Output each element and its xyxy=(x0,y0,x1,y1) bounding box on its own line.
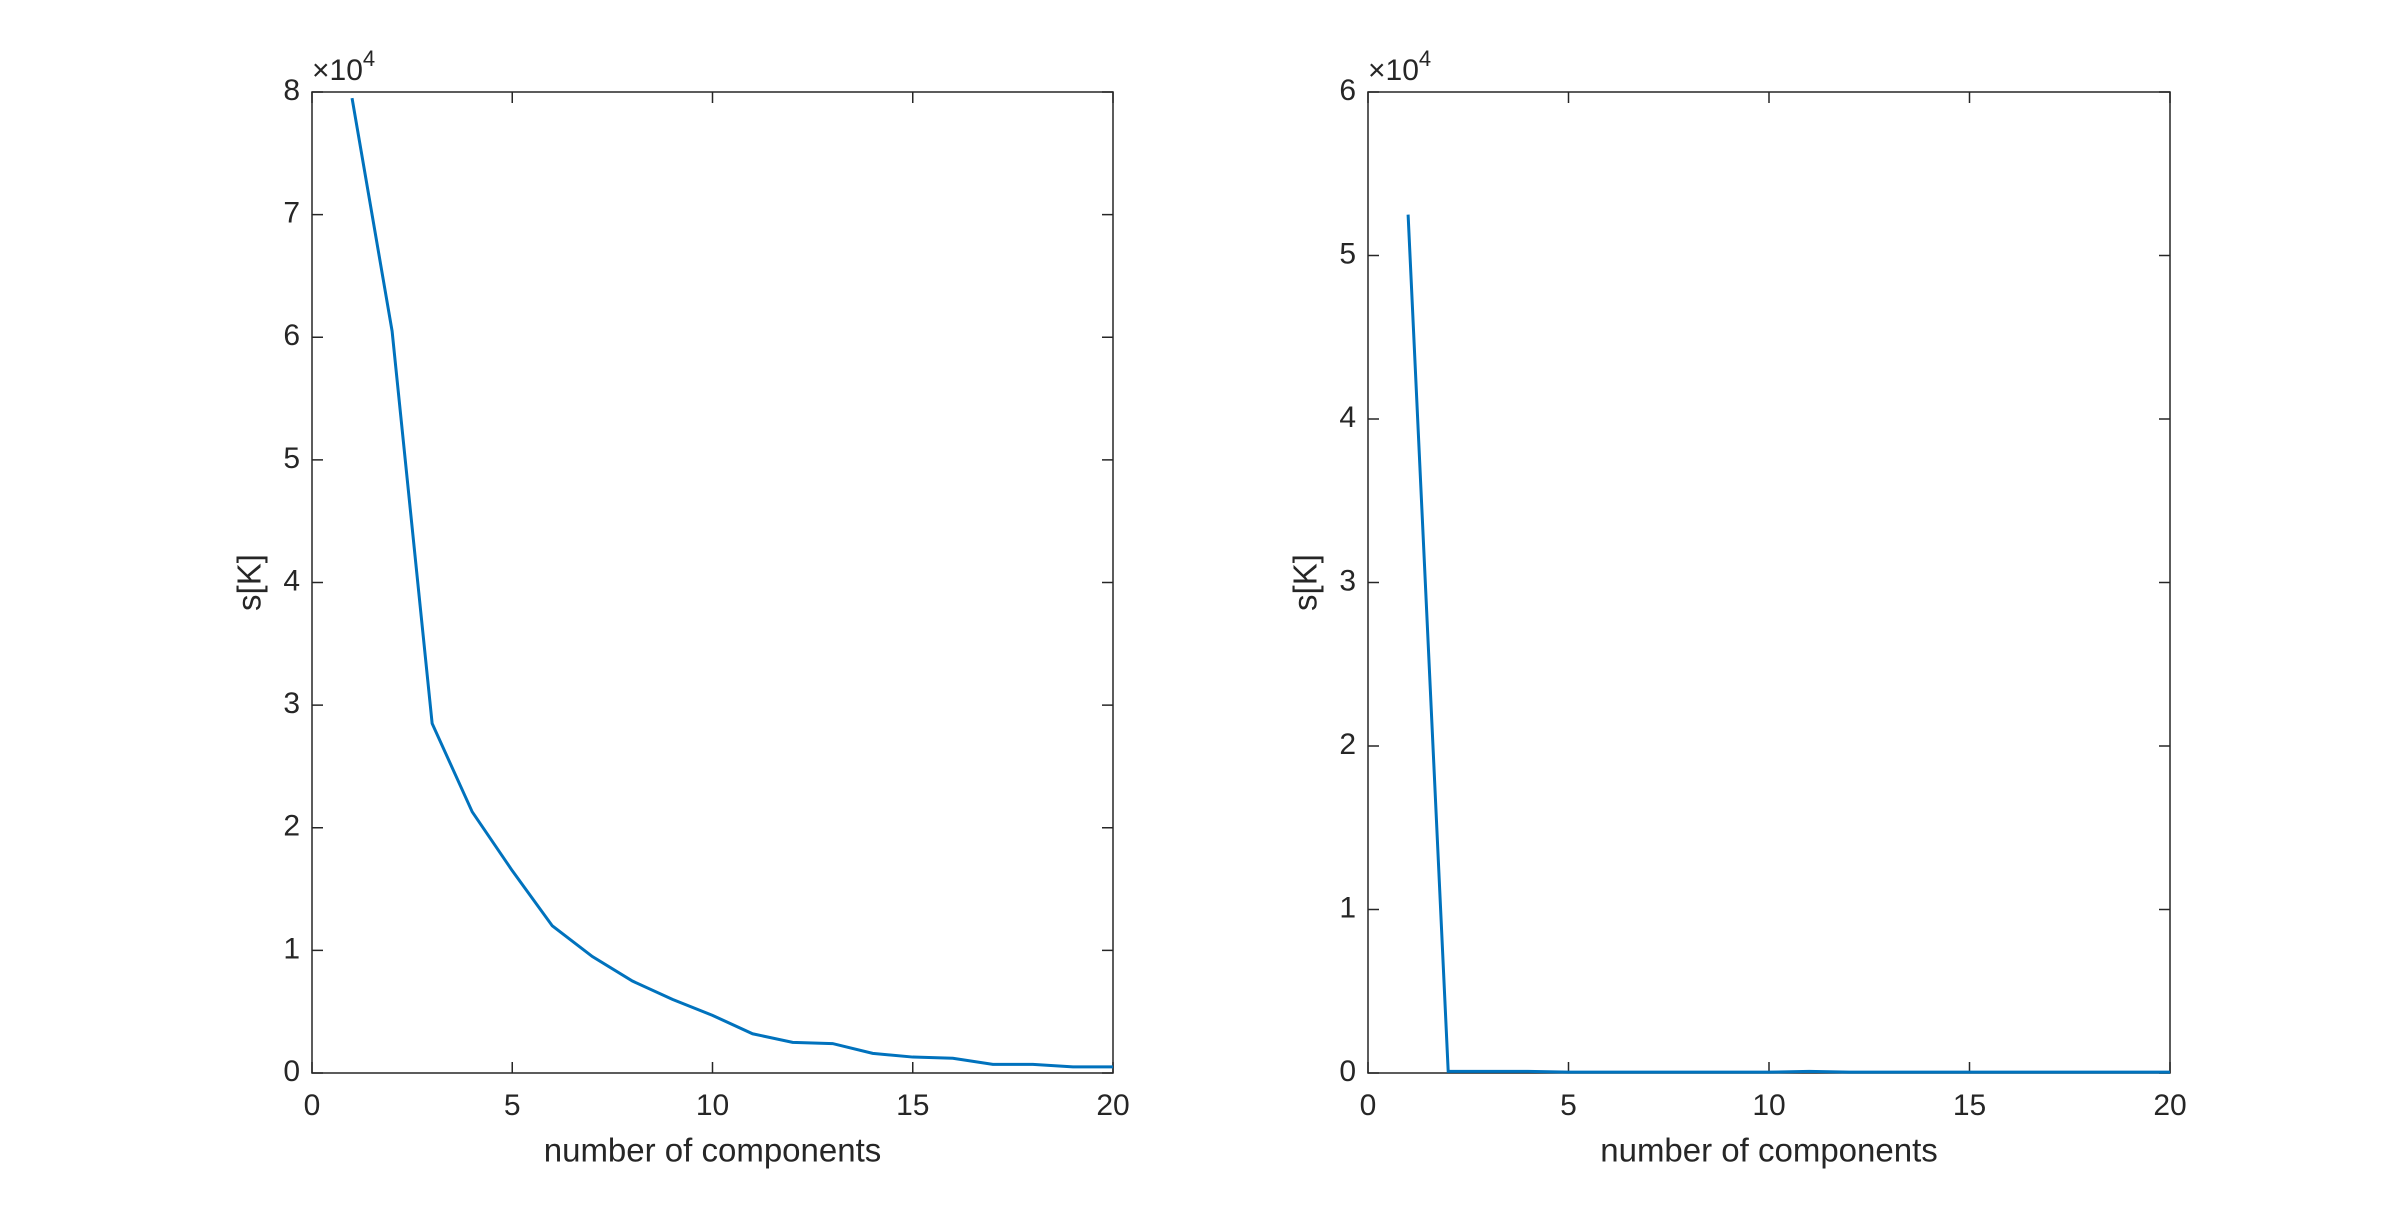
y-tick-label: 4 xyxy=(1339,401,1356,434)
y-tick-label: 3 xyxy=(1339,564,1356,597)
x-axis-title: number of components xyxy=(1600,1132,1938,1169)
y-tick-label: 2 xyxy=(283,810,300,843)
y-tick-label: 5 xyxy=(283,442,300,475)
multiplier-base: ×10 xyxy=(312,54,363,87)
x-tick-label: 5 xyxy=(504,1089,521,1122)
y-tick-label: 2 xyxy=(1339,728,1356,761)
x-axis-title: number of components xyxy=(544,1132,882,1169)
y-tick-label: 0 xyxy=(1339,1055,1356,1088)
y-tick-label: 0 xyxy=(283,1055,300,1088)
y-tick-label: 8 xyxy=(283,74,300,107)
axes-box xyxy=(311,91,1114,1074)
x-tick-label: 0 xyxy=(304,1089,321,1122)
y-tick-label: 7 xyxy=(283,197,300,230)
multiplier-exponent: 4 xyxy=(1419,46,1431,71)
multiplier-base: ×10 xyxy=(1368,54,1419,87)
y-multiplier: ×104 xyxy=(1368,46,1431,87)
x-tick-label: 20 xyxy=(1096,1089,1129,1122)
x-tick-label: 0 xyxy=(1360,1089,1377,1122)
y-axis-title: s[K] xyxy=(1287,554,1324,611)
x-tick-label: 15 xyxy=(1953,1089,1986,1122)
y-tick-label: 1 xyxy=(283,932,300,965)
y-tick-label: 6 xyxy=(283,319,300,352)
x-tick-label: 15 xyxy=(896,1089,929,1122)
x-tick-label: 5 xyxy=(1560,1089,1577,1122)
x-tick-label: 20 xyxy=(2153,1089,2186,1122)
axes-box xyxy=(1367,91,2171,1074)
multiplier-exponent: 4 xyxy=(363,46,375,71)
y-axis-title: s[K] xyxy=(231,554,268,611)
y-tick-label: 4 xyxy=(283,564,300,597)
y-tick-label: 1 xyxy=(1339,891,1356,924)
data-line xyxy=(350,97,1113,1069)
y-multiplier: ×104 xyxy=(312,46,375,87)
x-tick-label: 10 xyxy=(1752,1089,1785,1122)
x-tick-label: 10 xyxy=(696,1089,729,1122)
y-tick-label: 6 xyxy=(1339,74,1356,107)
y-tick-label: 5 xyxy=(1339,237,1356,270)
data-line xyxy=(1406,214,2170,1074)
y-tick-label: 3 xyxy=(283,687,300,720)
